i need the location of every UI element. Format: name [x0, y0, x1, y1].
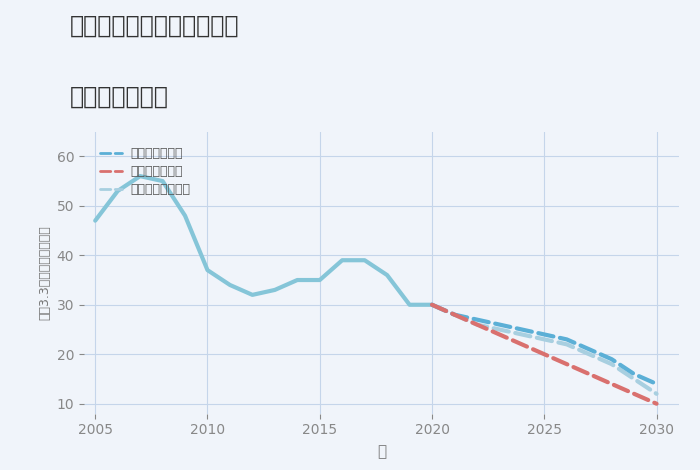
ノーマルシナリオ [495, 327, 503, 332]
グッドシナリオ [540, 332, 549, 337]
グッドシナリオ [652, 381, 661, 387]
Line: バッドシナリオ: バッドシナリオ [432, 305, 657, 404]
X-axis label: 年: 年 [377, 444, 386, 459]
グッドシナリオ [473, 317, 481, 322]
グッドシナリオ [428, 302, 436, 307]
グッドシナリオ [630, 371, 638, 377]
Y-axis label: 坪（3.3㎡）単価（万円）: 坪（3.3㎡）単価（万円） [38, 225, 51, 320]
バッドシナリオ [585, 371, 594, 377]
バッドシナリオ [630, 391, 638, 397]
グッドシナリオ [608, 356, 616, 362]
グッドシナリオ [450, 312, 459, 317]
ノーマルシナリオ [563, 342, 571, 347]
バッドシナリオ [652, 401, 661, 407]
バッドシナリオ [608, 381, 616, 387]
ノーマルシナリオ [450, 312, 459, 317]
バッドシナリオ [495, 332, 503, 337]
Line: グッドシナリオ: グッドシナリオ [432, 305, 657, 384]
ノーマルシナリオ [540, 337, 549, 342]
バッドシナリオ [563, 361, 571, 367]
バッドシナリオ [450, 312, 459, 317]
Text: 愛知県愛西市善太新田町の: 愛知県愛西市善太新田町の [70, 14, 239, 38]
Legend: グッドシナリオ, バッドシナリオ, ノーマルシナリオ: グッドシナリオ, バッドシナリオ, ノーマルシナリオ [96, 143, 194, 200]
Text: 土地の価格推移: 土地の価格推移 [70, 85, 169, 109]
バッドシナリオ [540, 352, 549, 357]
ノーマルシナリオ [517, 332, 526, 337]
ノーマルシナリオ [428, 302, 436, 307]
Line: ノーマルシナリオ: ノーマルシナリオ [432, 305, 657, 394]
ノーマルシナリオ [473, 322, 481, 328]
バッドシナリオ [428, 302, 436, 307]
グッドシナリオ [585, 346, 594, 352]
バッドシナリオ [473, 322, 481, 328]
ノーマルシナリオ [608, 361, 616, 367]
ノーマルシナリオ [585, 352, 594, 357]
ノーマルシナリオ [652, 391, 661, 397]
グッドシナリオ [495, 322, 503, 328]
グッドシナリオ [517, 327, 526, 332]
バッドシナリオ [517, 342, 526, 347]
グッドシナリオ [563, 337, 571, 342]
ノーマルシナリオ [630, 376, 638, 382]
